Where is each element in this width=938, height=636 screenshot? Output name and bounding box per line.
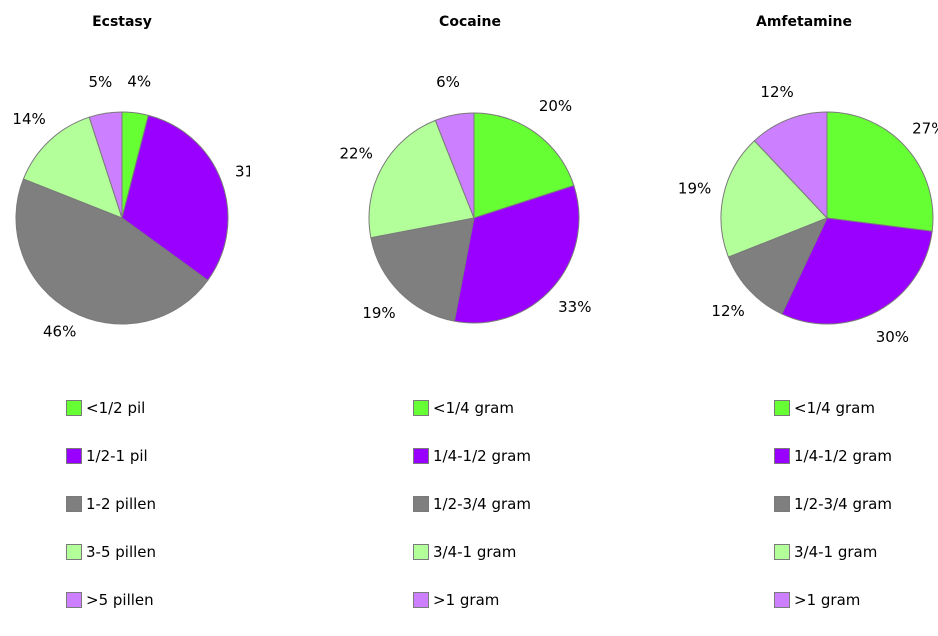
legend-item: >1 gram [413,588,531,612]
legend-amfetamine: <1/4 gram 1/4-1/2 gram 1/2-3/4 gram 3/4-… [774,396,892,636]
legend-item: 3-5 pillen [66,540,156,564]
legend-item: 1/2-1 pil [66,444,156,468]
legend-label: 3-5 pillen [86,543,157,561]
slice-label: 19% [678,179,711,197]
slice-label: 14% [12,110,45,128]
legend-label: >1 gram [794,591,861,609]
legend-item: 1-2 pillen [66,492,156,516]
slice-label: 19% [362,304,395,322]
pie-slice [434,112,475,219]
legend-swatch [413,496,429,512]
slice-label: 12% [760,83,793,101]
legend-swatch [66,448,82,464]
pie-slice [370,217,475,322]
legend-label: 3/4-1 gram [794,543,878,561]
pie-slice [453,184,580,324]
pie-slice [826,111,934,232]
legend-swatch [66,496,82,512]
slice-label: 22% [340,144,373,162]
legend-swatch [774,496,790,512]
slice-label: 31% [235,162,250,180]
legend-item: 1/4-1/2 gram [413,444,531,468]
pie-cocaine: 20% 33% 19% 22% 6% [340,73,591,324]
chart-cocaine: Cocaine 20% 33% 19% 22% 6% <1/4 gram 1/4-1/2… [330,0,610,610]
legend-label: 1-2 pillen [86,495,157,513]
legend-item: 1/2-3/4 gram [774,492,892,516]
legend-item: <1/2 pil [66,396,156,420]
legend-label: 1/2-3/4 gram [794,495,892,513]
legend-item: <1/4 gram [774,396,892,420]
legend-swatch [413,448,429,464]
pie-slice [473,112,575,219]
legend-item: 1/2-3/4 gram [413,492,531,516]
chart-amfetamine: Amfetamine 27% 30% 12% 19% 12% <1/4 gram 1/4… [660,0,938,610]
pie-slice [727,217,828,315]
pie-slice [121,114,229,282]
legend-swatch [413,400,429,416]
pie-slice [15,178,209,325]
legend-label: >5 pillen [86,591,154,609]
legend-swatch [66,400,82,416]
pie-slice [720,140,828,258]
legend-label: 1/2-1 pil [86,447,148,465]
legend-swatch [774,400,790,416]
legend-item: <1/4 gram [413,396,531,420]
legend-item: >1 gram [774,588,892,612]
slice-label: 46% [43,322,76,340]
chart-ecstasy: Ecstasy 4% 31% 46% 14% 5% <1/2 pil 1/2-1 pil… [0,0,250,610]
slice-label: 27% [912,119,938,137]
pie-ecstasy: 4% 31% 46% 14% 5% [12,72,250,340]
chart-title: Cocaine [439,14,501,30]
pie-slice [88,111,123,219]
chart-title: Ecstasy [92,14,152,30]
legend-label: <1/2 pil [86,399,146,417]
legend-label: <1/4 gram [794,399,875,417]
legend-swatch [413,592,429,608]
legend-label: 1/2-3/4 gram [433,495,531,513]
slice-label: 6% [436,73,460,91]
pie-slice [368,119,475,239]
legend-swatch [413,544,429,560]
legend-ecstasy: <1/2 pil 1/2-1 pil 1-2 pillen 3-5 pillen… [66,396,156,636]
legend-label: 1/4-1/2 gram [794,447,892,465]
legend-item: 3/4-1 gram [774,540,892,564]
legend-swatch [66,592,82,608]
legend-item: 1/4-1/2 gram [774,444,892,468]
legend-swatch [774,544,790,560]
chart-title: Amfetamine [756,14,852,30]
legend-item: >5 pillen [66,588,156,612]
slice-label: 30% [876,328,909,346]
legend-item: 3/4-1 gram [413,540,531,564]
pie-slice [753,111,828,220]
legend-label: 3/4-1 gram [433,543,517,561]
slice-label: 4% [127,72,151,90]
legend-label: <1/4 gram [433,399,514,417]
slice-label: 12% [711,302,744,320]
pie-slice [781,217,933,325]
slice-label: 33% [558,298,591,316]
legend-swatch [66,544,82,560]
legend-label: >1 gram [433,591,500,609]
pie-amfetamine: 27% 30% 12% 19% 12% [678,83,938,346]
legend-label: 1/4-1/2 gram [433,447,531,465]
legend-swatch [774,448,790,464]
slice-label: 20% [539,97,572,115]
legend-cocaine: <1/4 gram 1/4-1/2 gram 1/2-3/4 gram 3/4-… [413,396,531,636]
slice-label: 5% [89,73,113,91]
legend-swatch [774,592,790,608]
